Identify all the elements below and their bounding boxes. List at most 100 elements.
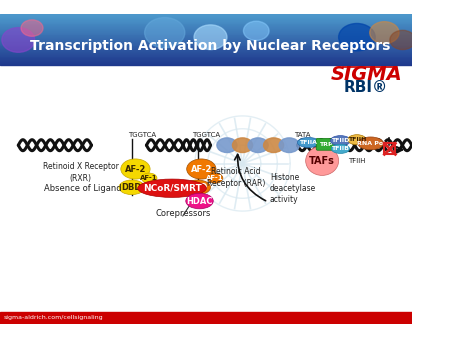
Ellipse shape xyxy=(186,193,213,209)
Bar xyxy=(384,143,396,154)
Bar xyxy=(0,46,412,47)
Bar xyxy=(0,41,412,42)
Bar xyxy=(0,15,412,16)
Ellipse shape xyxy=(119,180,144,195)
Text: TFIIA: TFIIA xyxy=(299,140,317,145)
Text: TFIIB: TFIIB xyxy=(332,146,350,151)
Bar xyxy=(0,58,412,59)
Bar xyxy=(0,22,412,23)
Text: TFIIH: TFIIH xyxy=(348,158,366,164)
Bar xyxy=(0,24,412,25)
Ellipse shape xyxy=(121,159,150,179)
Text: TFIID: TFIID xyxy=(331,138,350,143)
Ellipse shape xyxy=(358,137,383,150)
Text: DBD: DBD xyxy=(122,183,142,192)
Bar xyxy=(0,52,412,53)
Text: TAFs: TAFs xyxy=(309,156,335,166)
Text: Retinoid X Receptor
(RXR): Retinoid X Receptor (RXR) xyxy=(43,162,118,183)
Bar xyxy=(0,39,412,40)
Ellipse shape xyxy=(279,138,299,152)
Text: TRP: TRP xyxy=(319,142,333,147)
Bar xyxy=(0,54,412,55)
Bar xyxy=(0,25,412,26)
Bar xyxy=(0,34,412,35)
Ellipse shape xyxy=(390,30,415,50)
Bar xyxy=(0,14,412,15)
Ellipse shape xyxy=(194,25,227,50)
Bar xyxy=(0,61,412,62)
Bar xyxy=(0,42,412,43)
Text: Retinoic Acid
Receptor (RAR): Retinoic Acid Receptor (RAR) xyxy=(207,167,266,188)
Ellipse shape xyxy=(297,138,319,147)
Text: RNA Pol: RNA Pol xyxy=(356,141,385,146)
Bar xyxy=(0,38,412,39)
Bar xyxy=(0,37,412,38)
Text: RBI®: RBI® xyxy=(344,80,388,95)
Bar xyxy=(0,53,412,54)
Bar xyxy=(0,60,412,61)
Bar xyxy=(0,21,412,22)
Bar xyxy=(0,62,412,63)
Bar xyxy=(0,36,412,37)
Ellipse shape xyxy=(330,136,351,146)
Bar xyxy=(0,55,412,56)
Bar xyxy=(0,28,412,29)
Bar xyxy=(0,26,412,27)
Bar xyxy=(0,59,412,60)
Bar xyxy=(0,63,412,64)
Bar xyxy=(0,20,412,21)
Bar xyxy=(0,18,412,19)
FancyBboxPatch shape xyxy=(316,138,335,150)
Bar xyxy=(0,27,412,28)
Ellipse shape xyxy=(141,173,157,183)
Text: TGGTCA: TGGTCA xyxy=(192,132,220,138)
Text: NCoR/SMRT: NCoR/SMRT xyxy=(143,184,202,193)
Bar xyxy=(0,30,412,31)
Text: TFIIH: TFIIH xyxy=(348,137,366,142)
Text: Histone
deacetylase
activity: Histone deacetylase activity xyxy=(270,173,316,204)
Bar xyxy=(0,51,412,52)
Bar xyxy=(0,49,412,50)
Bar xyxy=(0,31,412,32)
Bar xyxy=(0,17,412,18)
Text: AF-1: AF-1 xyxy=(206,175,224,181)
Bar xyxy=(0,23,412,24)
Ellipse shape xyxy=(331,144,350,153)
Ellipse shape xyxy=(348,135,366,145)
Ellipse shape xyxy=(248,138,268,152)
Bar xyxy=(0,312,412,324)
Bar xyxy=(0,47,412,48)
Ellipse shape xyxy=(185,180,211,195)
Ellipse shape xyxy=(243,21,269,41)
Bar xyxy=(0,19,412,20)
Text: AF-2: AF-2 xyxy=(191,165,212,173)
Text: SIGMA: SIGMA xyxy=(330,65,402,84)
Bar xyxy=(0,48,412,49)
Ellipse shape xyxy=(264,138,284,152)
Bar xyxy=(0,45,412,46)
Ellipse shape xyxy=(370,22,399,44)
Bar xyxy=(0,64,412,65)
Bar xyxy=(0,43,412,44)
Ellipse shape xyxy=(306,146,338,175)
Text: Transcription Activation by Nuclear Receptors: Transcription Activation by Nuclear Rece… xyxy=(30,39,391,53)
Text: Absence of Ligand: Absence of Ligand xyxy=(44,184,121,193)
Text: DBD: DBD xyxy=(188,183,208,192)
Bar xyxy=(0,33,412,34)
Text: AF-1: AF-1 xyxy=(140,175,158,181)
Ellipse shape xyxy=(233,138,252,152)
Ellipse shape xyxy=(187,159,216,179)
Ellipse shape xyxy=(217,138,237,152)
Ellipse shape xyxy=(138,179,207,197)
Ellipse shape xyxy=(207,173,223,183)
Bar xyxy=(0,44,412,45)
Bar xyxy=(0,57,412,58)
Ellipse shape xyxy=(144,18,185,48)
Text: TGGTCA: TGGTCA xyxy=(128,132,156,138)
Text: TATA: TATA xyxy=(294,132,310,138)
Bar xyxy=(0,32,412,33)
Bar xyxy=(0,35,412,36)
Bar xyxy=(0,40,412,41)
Text: HDAC: HDAC xyxy=(186,196,213,206)
Text: sigma-aldrich.com/cellsignaling: sigma-aldrich.com/cellsignaling xyxy=(4,315,104,320)
